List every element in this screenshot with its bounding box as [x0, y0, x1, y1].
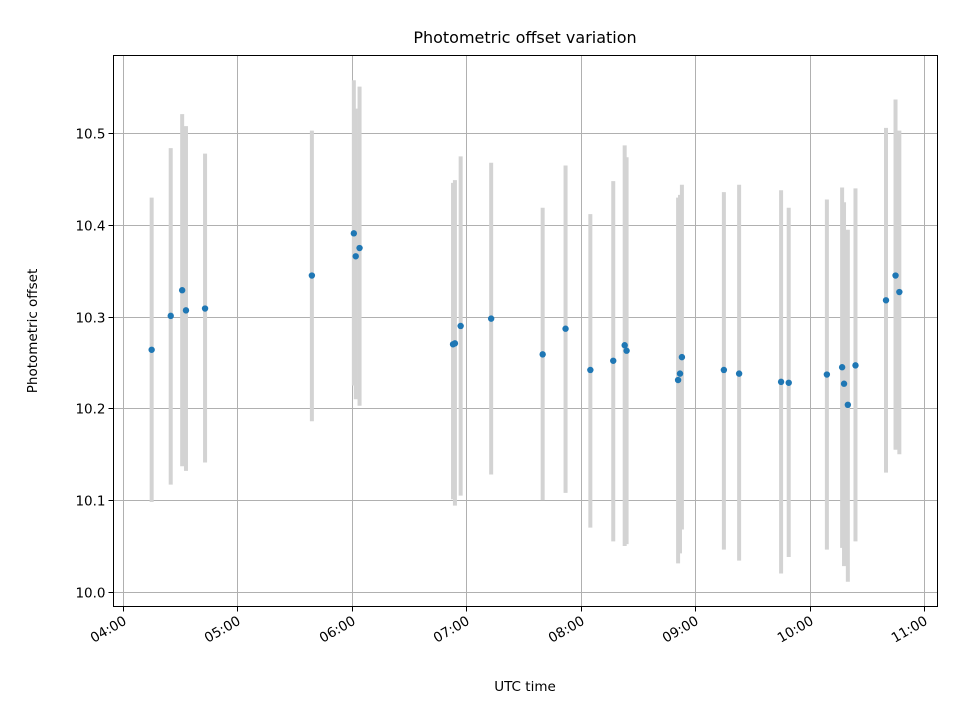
grid-lines [113, 55, 938, 607]
data-point [621, 342, 628, 349]
data-point [785, 379, 792, 386]
data-point [350, 230, 358, 237]
data-point [487, 315, 495, 322]
error-bars [149, 80, 902, 582]
data-point [896, 288, 903, 296]
data-point [539, 351, 546, 358]
data-point [720, 366, 728, 374]
x-tick-label: 09:00 [660, 613, 702, 646]
data-point [451, 340, 459, 347]
data-point [838, 364, 846, 371]
y-tick-label: 10.4 [75, 219, 105, 235]
data-point [308, 272, 316, 279]
data-point [777, 378, 785, 386]
plot-frame [113, 55, 938, 607]
data-points [148, 230, 903, 409]
y-tick-label: 10.0 [75, 586, 105, 602]
x-axis-label: UTC time [494, 679, 556, 695]
data-point [178, 287, 186, 294]
data-point [356, 244, 363, 252]
x-tick-label: 04:00 [88, 613, 130, 646]
data-point [676, 370, 684, 377]
x-tick-label: 07:00 [431, 613, 473, 646]
y-axis-label: Photometric offset [25, 269, 41, 393]
data-point [201, 305, 209, 312]
data-point [610, 357, 617, 364]
x-tick-label: 10:00 [775, 613, 817, 646]
x-tick-label: 08:00 [546, 613, 588, 646]
data-point [562, 325, 569, 332]
data-point [678, 353, 686, 361]
data-point [167, 312, 174, 320]
data-point [457, 322, 464, 330]
y-tick-label: 10.5 [75, 127, 105, 143]
data-point [587, 366, 594, 374]
data-point [674, 376, 682, 384]
data-point [182, 307, 190, 314]
data-point [735, 370, 743, 377]
data-point [148, 346, 155, 353]
data-point [352, 253, 359, 260]
x-tick-label: 11:00 [889, 613, 931, 646]
x-tick-label: 06:00 [317, 613, 359, 646]
chart-title: Photometric offset variation [413, 28, 636, 47]
x-tick-label: 05:00 [202, 613, 244, 646]
data-point [823, 371, 831, 378]
data-point [623, 347, 630, 354]
data-point [852, 362, 859, 369]
data-point [844, 401, 852, 409]
y-tick-label: 10.3 [75, 311, 105, 327]
data-point [882, 297, 890, 304]
y-tick-label: 10.1 [75, 494, 105, 510]
y-tick-label: 10.2 [75, 402, 105, 418]
data-point [840, 380, 848, 387]
data-point [892, 272, 899, 279]
